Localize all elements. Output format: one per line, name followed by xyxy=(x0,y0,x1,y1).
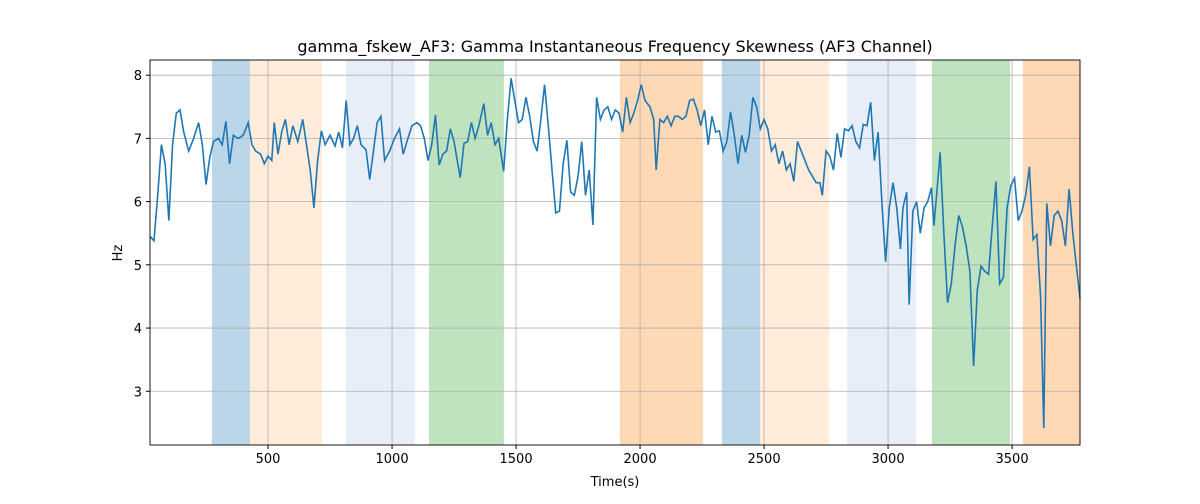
x-tick-label: 1000 xyxy=(376,452,409,467)
data-line xyxy=(149,78,1081,428)
x-tick-label: 3500 xyxy=(996,452,1029,467)
y-tick-label: 7 xyxy=(134,132,142,147)
y-tick-label: 4 xyxy=(134,322,142,337)
x-axis-label: Time(s) xyxy=(590,475,640,490)
y-tick-label: 5 xyxy=(134,259,142,274)
shaded-span xyxy=(619,60,704,445)
shaded-span xyxy=(721,60,761,445)
shaded-span xyxy=(847,60,917,445)
x-tick-label: 2500 xyxy=(748,452,781,467)
x-tick-label: 1500 xyxy=(500,452,533,467)
y-tick-label: 6 xyxy=(134,196,142,211)
x-tick-label: 2000 xyxy=(624,452,657,467)
y-tick-label: 3 xyxy=(134,385,142,400)
x-tick-label: 500 xyxy=(256,452,281,467)
shaded-span xyxy=(345,60,415,445)
shaded-span xyxy=(760,60,830,445)
y-tick-label: 8 xyxy=(134,69,142,84)
shaded-span xyxy=(212,60,250,445)
shaded-span xyxy=(429,60,504,445)
chart-title: gamma_fskew_AF3: Gamma Instantaneous Fre… xyxy=(297,37,932,57)
shaded-span xyxy=(1022,60,1080,445)
shaded-span xyxy=(249,60,322,445)
plot-frame xyxy=(149,59,1081,446)
x-tick-label: 3000 xyxy=(872,452,905,467)
y-axis-label: Hz xyxy=(111,245,126,262)
